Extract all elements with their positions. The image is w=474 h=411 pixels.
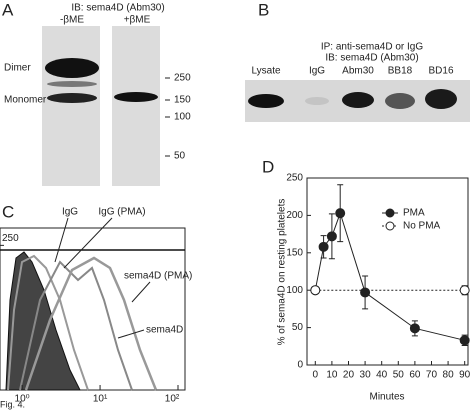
x-tick-label: 0 bbox=[313, 370, 319, 381]
lane-label: IgG bbox=[309, 66, 325, 77]
band-label: Monomer bbox=[4, 95, 47, 106]
band bbox=[45, 58, 99, 78]
band bbox=[47, 93, 97, 103]
band bbox=[305, 97, 329, 105]
lane-label: Abm30 bbox=[342, 66, 374, 77]
marker-label: 150 bbox=[174, 95, 191, 106]
x-axis-label: Minutes bbox=[369, 392, 404, 403]
blot-lane bbox=[112, 26, 160, 186]
band bbox=[385, 93, 415, 109]
histogram-panel: C IgG IgG (PMA) sema4D (PMA) sema4D bbox=[0, 202, 192, 391]
point bbox=[326, 231, 337, 242]
y-axis-label: % of sema4D on resting platelets bbox=[277, 199, 288, 346]
histogram-igg bbox=[5, 251, 81, 391]
band bbox=[114, 92, 158, 102]
x-tick-label: 80 bbox=[443, 370, 455, 381]
lane-label: BD16 bbox=[428, 66, 453, 77]
point bbox=[360, 287, 371, 298]
panel-label: A bbox=[2, 0, 14, 19]
y-tick-label: 250 bbox=[286, 173, 303, 184]
annotation-arrow bbox=[131, 281, 151, 303]
band-label: Dimer bbox=[4, 63, 31, 74]
point bbox=[409, 323, 420, 334]
histogram-sema4d-pma bbox=[24, 256, 158, 391]
y-tick-label: 150 bbox=[286, 247, 303, 258]
y-tick-label: 100 bbox=[286, 285, 303, 296]
lane-label: +βME bbox=[124, 15, 151, 26]
y-tick-label: 200 bbox=[286, 210, 303, 221]
x-tick-label: 10² bbox=[165, 394, 180, 405]
legend-marker bbox=[385, 208, 395, 218]
x-tick-label: 10⁰ bbox=[15, 394, 30, 405]
band bbox=[425, 89, 457, 109]
point bbox=[310, 285, 321, 296]
histogram-sema4d bbox=[19, 260, 133, 391]
annotation: IgG (PMA) bbox=[98, 207, 145, 218]
blot-lane bbox=[42, 26, 100, 186]
panel-label: D bbox=[262, 157, 274, 176]
annotation: IgG bbox=[62, 207, 78, 218]
blot-title: IB: sema4D (Abm30) bbox=[71, 3, 164, 14]
panel-label: C bbox=[2, 202, 14, 221]
plot-frame bbox=[306, 177, 469, 366]
point bbox=[459, 335, 470, 346]
annotation: sema4D bbox=[146, 325, 183, 336]
line bbox=[314, 211, 465, 341]
blot-title: IP: anti-sema4D or IgG bbox=[321, 42, 423, 53]
panel-label: B bbox=[258, 0, 269, 19]
x-tick-label: 90 bbox=[459, 370, 471, 381]
lane-label: -βME bbox=[60, 15, 84, 26]
histogram-igg-pma bbox=[7, 254, 89, 391]
blot-title: IB: sema4D (Abm30) bbox=[325, 53, 418, 64]
annotation-arrow bbox=[63, 217, 113, 269]
x-tick-label: 60 bbox=[409, 370, 421, 381]
y-tick-label: 250 bbox=[2, 233, 19, 244]
x-tick-label: 20 bbox=[343, 370, 355, 381]
lane-label: BB18 bbox=[388, 66, 413, 77]
markers: 250 150 100 50 bbox=[165, 73, 191, 162]
x-tick-label: 50 bbox=[393, 370, 405, 381]
band bbox=[342, 92, 374, 108]
point bbox=[335, 208, 346, 219]
annotation-arrow bbox=[117, 329, 145, 339]
band bbox=[248, 94, 284, 108]
marker-label: 100 bbox=[174, 112, 191, 123]
annotation-arrow bbox=[54, 217, 69, 263]
legend-label: PMA bbox=[403, 208, 425, 219]
caption: Fig. 4. bbox=[0, 399, 25, 409]
band bbox=[47, 81, 97, 87]
annotation: sema4D (PMA) bbox=[124, 271, 192, 282]
legend-label: No PMA bbox=[403, 221, 441, 232]
point bbox=[318, 241, 329, 252]
x-tick-label: 30 bbox=[360, 370, 372, 381]
marker-label: 250 bbox=[174, 73, 191, 84]
lane-label: Lysate bbox=[251, 66, 281, 77]
y-tick-label: 0 bbox=[297, 360, 303, 371]
x-tick-label: 40 bbox=[376, 370, 388, 381]
x-tick-label: 70 bbox=[426, 370, 438, 381]
x-tick-label: 10 bbox=[326, 370, 338, 381]
point bbox=[459, 285, 470, 296]
y-tick-label: 50 bbox=[292, 322, 304, 333]
x-tick-label: 10¹ bbox=[93, 394, 108, 405]
legend-marker bbox=[385, 221, 395, 231]
marker-label: 50 bbox=[174, 151, 186, 162]
